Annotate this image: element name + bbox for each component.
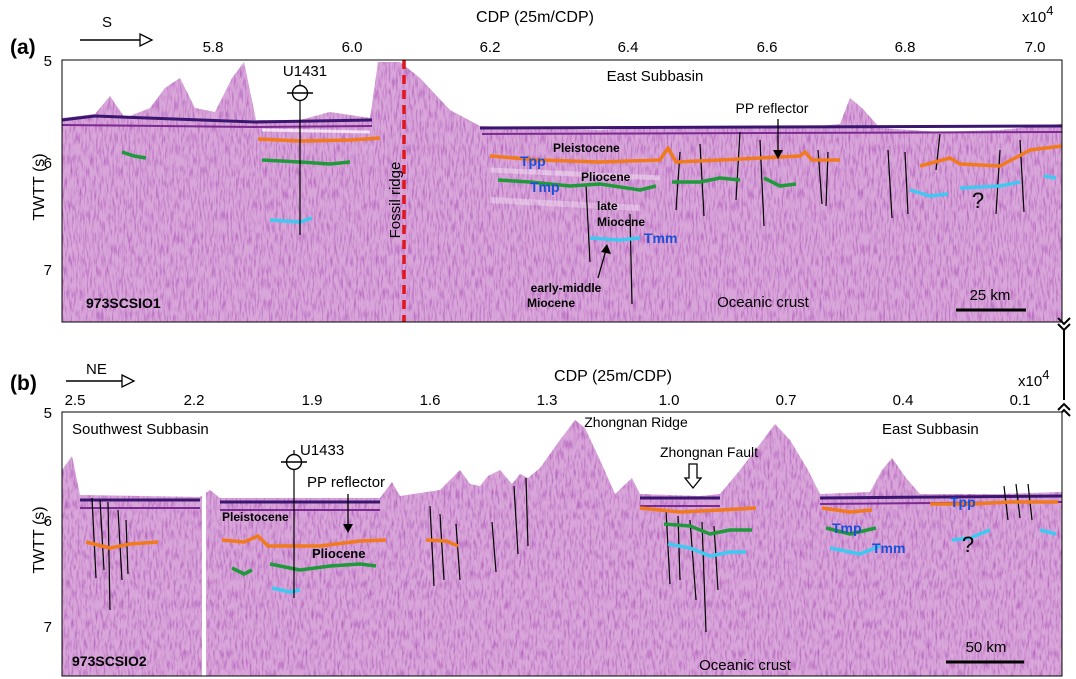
panel-a-tag: (a) (10, 36, 36, 59)
panel-b-frame (61, 411, 1063, 677)
pp-reflector-label: PP reflector (307, 474, 385, 491)
horizon-tpp-label: Tpp (520, 153, 546, 169)
panel-b-yticks: 5 6 7 (44, 405, 52, 636)
epoch-label: late (597, 199, 618, 213)
well-u1433-marker (281, 450, 307, 598)
panel-b: (b) NE CDP (25m/CDP) x104 2.5 2.2 1.9 1.… (10, 361, 1063, 677)
epoch-label: Miocene (527, 296, 575, 310)
y-tick: 5 (44, 53, 52, 70)
arrow-up-icon (597, 249, 607, 279)
horizon-tmm-label: Tmm (644, 230, 677, 246)
panel-a-faults (585, 131, 1025, 305)
scale-bar-label: 25 km (970, 287, 1011, 304)
x-tick: 6.0 (342, 39, 363, 56)
y-tick: 6 (44, 513, 52, 530)
hollow-arrow-down-icon (683, 463, 703, 490)
horizon-tpp-label: Tpp (950, 494, 976, 510)
y-tick: 7 (44, 262, 52, 279)
x-tick: 0.7 (776, 392, 797, 409)
uncertain-mark: ? (972, 188, 984, 213)
x-tick: 6.8 (895, 39, 916, 56)
panel-b-seismic-section (62, 412, 1062, 676)
x-tick: 1.9 (302, 392, 323, 409)
panel-a-xticks: 5.8 6.0 6.2 6.4 6.6 6.8 7.0 (203, 39, 1046, 56)
x-tick: 0.1 (1010, 392, 1031, 409)
pp-reflector-label: PP reflector (736, 100, 809, 116)
panel-b-faults (91, 477, 1033, 633)
well-label: U1433 (300, 442, 344, 459)
panel-b-multiplier: x104 (1018, 367, 1049, 390)
x-tick: 2.2 (184, 392, 205, 409)
region-label: Southwest Subbasin (72, 421, 209, 438)
x-tick: 6.6 (757, 39, 778, 56)
region-label: East Subbasin (882, 421, 979, 438)
well-label: U1431 (283, 63, 327, 80)
y-tick: 7 (44, 619, 52, 636)
panel-a-direction: S (102, 14, 112, 31)
x-tick: 2.5 (65, 392, 86, 409)
y-tick: 5 (44, 405, 52, 422)
line-id-label: 973SCSIO2 (72, 653, 147, 669)
epoch-label: early-middle (531, 281, 602, 295)
y-tick: 6 (44, 155, 52, 172)
epoch-label: Pliocene (581, 170, 631, 184)
region-label: East Subbasin (607, 68, 704, 85)
well-u1431-marker (287, 80, 313, 235)
x-tick: 1.3 (537, 392, 558, 409)
x-tick: 6.4 (618, 39, 639, 56)
x-tick: 5.8 (203, 39, 224, 56)
panel-b-xaxis-label: CDP (25m/CDP) (554, 368, 672, 385)
x-tick: 6.2 (480, 39, 501, 56)
fossil-ridge-label: Fossil ridge (387, 162, 404, 239)
horizon-tmm-label: Tmm (872, 540, 905, 556)
ridge-label: Zhongnan Ridge (584, 414, 688, 430)
epoch-label: Pleistocene (222, 510, 289, 524)
direction-arrow-icon (80, 32, 154, 48)
fault-label: Zhongnan Fault (660, 444, 758, 460)
panel-a: (a) S CDP (25m/CDP) x104 5.8 6.0 6.2 6.4… (10, 3, 1063, 323)
panel-a-yticks: 5 6 7 (44, 53, 52, 279)
horizon-tmp-label: Tmp (530, 179, 560, 195)
x-tick: 7.0 (1025, 39, 1046, 56)
horizon-tmp-label: Tmp (832, 520, 862, 536)
panel-a-seismic-section (62, 60, 1062, 322)
panel-b-horizons (85, 500, 1058, 594)
crust-label: Oceanic crust (717, 294, 810, 311)
x-tick: 1.0 (659, 392, 680, 409)
arrowhead-icon (773, 150, 783, 159)
panel-a-multiplier: x104 (1022, 3, 1053, 26)
panel-a-xaxis-label: CDP (25m/CDP) (476, 9, 594, 26)
line-id-label: 973SCSIO1 (86, 295, 161, 311)
panel-b-direction: NE (86, 361, 107, 378)
panel-b-tag: (b) (10, 372, 37, 395)
uncertain-mark: ? (962, 532, 974, 557)
scale-bar-label: 50 km (966, 639, 1007, 656)
direction-arrow-icon (66, 373, 136, 389)
arrowhead-icon (601, 244, 611, 254)
epoch-label: Pliocene (312, 546, 365, 561)
panel-a-yaxis-label: TWTT (s) (31, 153, 48, 220)
x-tick: 1.6 (420, 392, 441, 409)
panel-connector-icon (1057, 317, 1071, 417)
panel-b-xticks: 2.5 2.2 1.9 1.6 1.3 1.0 0.7 0.4 0.1 (65, 392, 1031, 409)
x-tick: 0.4 (893, 392, 914, 409)
panel-a-frame (61, 59, 1063, 323)
arrowhead-icon (343, 524, 353, 533)
epoch-label: Pleistocene (553, 141, 620, 155)
epoch-label: Miocene (597, 215, 645, 229)
crust-label: Oceanic crust (699, 657, 792, 674)
panel-b-yaxis-label: TWTT (s) (31, 506, 48, 573)
